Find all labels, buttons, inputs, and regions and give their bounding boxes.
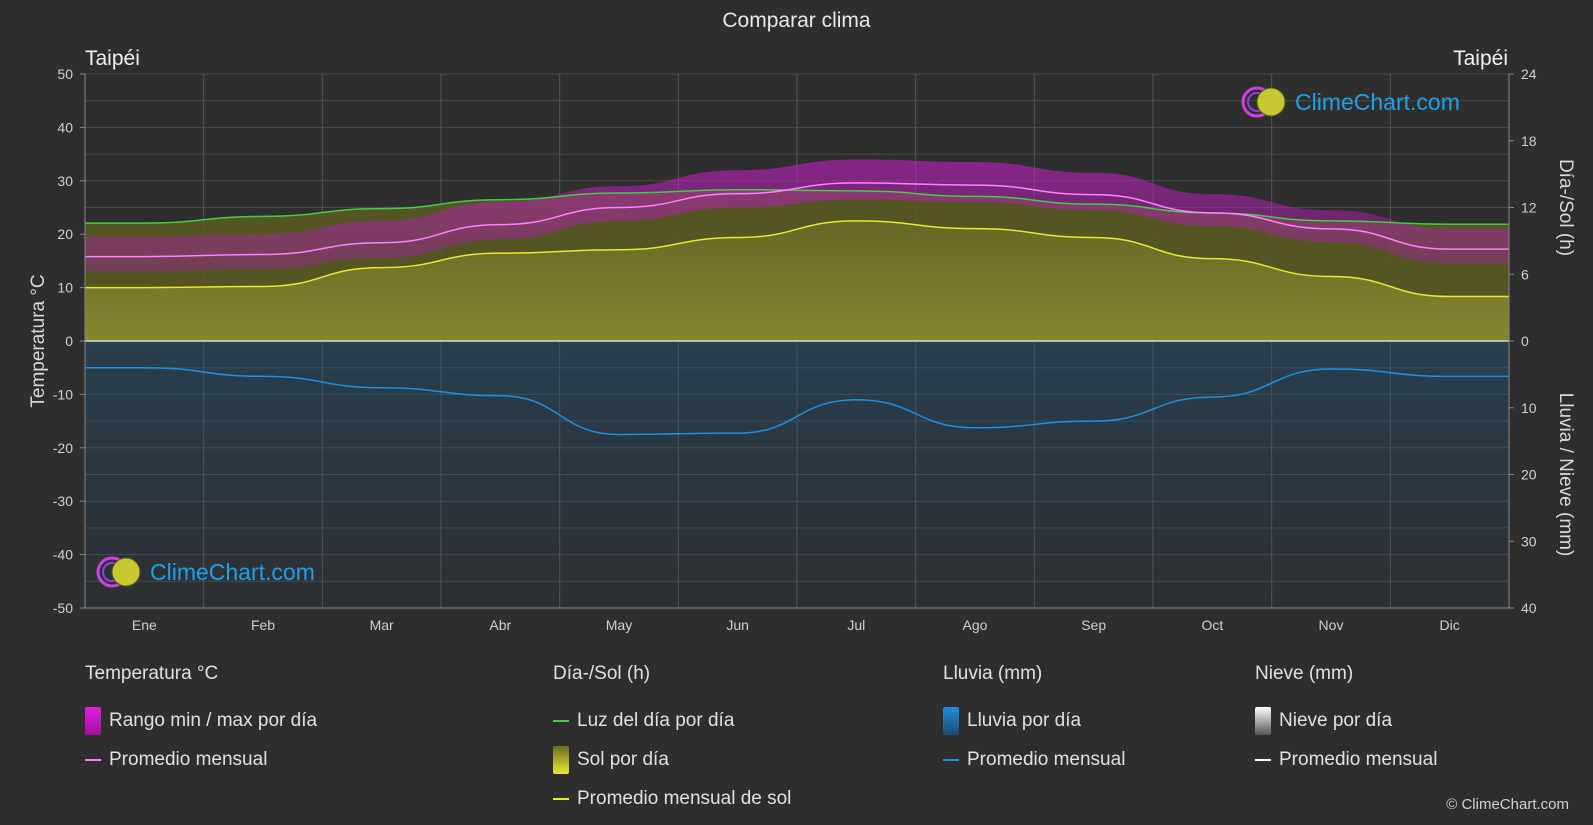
month-label: Sep — [1081, 617, 1106, 633]
daylight-line — [85, 188, 1509, 225]
tick-label-rain: 40 — [1521, 600, 1537, 616]
legend-item-daylight: Luz del día por día — [553, 701, 791, 740]
month-label: Feb — [251, 617, 275, 633]
rain-swatch — [943, 706, 959, 735]
legend-label: Promedio mensual — [967, 748, 1126, 770]
sun-avg-line — [85, 220, 1509, 298]
y-axis-title-right-bottom: Lluvia / Nieve (mm) — [1555, 393, 1576, 557]
brand-text: ClimeChart.com — [1295, 88, 1460, 115]
legend-item-rain: Lluvia por día — [943, 701, 1125, 740]
sunshine-area — [85, 220, 1509, 341]
temp-avg-line — [85, 182, 1509, 258]
rain-avg-swatch — [943, 758, 959, 761]
legend-label: Rango min / max por día — [109, 709, 318, 731]
climechart-logo-icon — [1241, 86, 1286, 118]
tick-label-hours: 24 — [1521, 66, 1537, 82]
sun-swatch — [553, 745, 569, 774]
tick-label-temp: -20 — [53, 440, 73, 456]
legend-item-temp-range: Rango min / max por día — [85, 701, 317, 740]
sun-avg-swatch — [553, 797, 569, 800]
tick-label-temp: 30 — [57, 173, 73, 189]
month-label: Oct — [1201, 617, 1223, 633]
legend-rain-heading: Lluvia (mm) — [943, 663, 1043, 684]
month-label: May — [606, 617, 632, 633]
climechart-logo-icon — [96, 556, 141, 588]
legend-item-rain-avg: Promedio mensual — [943, 740, 1125, 779]
tick-label-rain: 20 — [1521, 467, 1537, 483]
legend-daysun-heading: Día-/Sol (h) — [553, 663, 651, 684]
legend-label: Luz del día por día — [577, 709, 735, 731]
brand-text: ClimeChart.com — [150, 558, 315, 585]
legend-item-snow-avg: Promedio mensual — [1255, 740, 1437, 779]
city-left-label: Taipéi — [85, 47, 140, 70]
legend-snow-heading: Nieve (mm) — [1255, 663, 1354, 684]
temperature-range-band — [85, 159, 1509, 272]
brand-logo-top[interactable]: ClimeChart.com — [1239, 84, 1460, 120]
legend-item-sun-avg: Promedio mensual de sol — [553, 779, 791, 818]
tick-label-temp: -40 — [53, 547, 73, 563]
brand-logo-bottom[interactable]: ClimeChart.com — [94, 554, 315, 590]
tick-label-temp: 40 — [57, 119, 73, 135]
legend-label: Nieve por día — [1279, 709, 1393, 731]
month-label: Jun — [726, 617, 749, 633]
legend-label: Promedio mensual — [1279, 748, 1438, 770]
month-label: Dic — [1440, 617, 1460, 633]
tick-label-rain: 30 — [1521, 533, 1537, 549]
month-label: Ago — [963, 617, 988, 633]
tick-label-rain: 10 — [1521, 400, 1537, 416]
legend-item-sun: Sol por día — [553, 740, 791, 779]
snow-swatch — [1255, 706, 1271, 735]
daylight-swatch — [553, 719, 569, 722]
temp-range-swatch — [85, 706, 101, 735]
temp-avg-swatch — [85, 758, 101, 761]
legend-rain: Lluvia (mm) Lluvia por día Promedio mens… — [943, 663, 1125, 779]
data-area — [85, 159, 1509, 608]
tick-label-hours: 18 — [1521, 133, 1537, 149]
legend-item-temp-avg: Promedio mensual — [85, 740, 317, 779]
tick-label-temp: -50 — [53, 600, 73, 616]
legend-label: Promedio mensual de sol — [577, 787, 792, 809]
legend-temperature-heading: Temperatura °C — [85, 663, 219, 684]
y-axis-title-left: Temperatura °C — [28, 274, 49, 407]
tick-label-temp: 0 — [65, 333, 73, 349]
legend-temperature: Temperatura °C Rango min / max por día P… — [85, 663, 317, 779]
rain-area — [85, 341, 1509, 608]
tick-label-temp: 20 — [57, 226, 73, 242]
month-label: Jul — [847, 617, 865, 633]
tick-label-hours: 6 — [1521, 266, 1529, 282]
tick-label-hours: 0 — [1521, 333, 1529, 349]
tick-label-temp: -30 — [53, 493, 73, 509]
legend-daysun: Día-/Sol (h) Luz del día por día Sol por… — [553, 663, 791, 818]
legend-snow: Nieve (mm) Nieve por día Promedio mensua… — [1255, 663, 1437, 779]
legend-label: Lluvia por día — [967, 709, 1082, 731]
y-axis-title-right-top: Día-/Sol (h) — [1555, 159, 1576, 256]
month-label: Abr — [489, 617, 511, 633]
tick-label-temp: -10 — [53, 386, 73, 402]
legend-item-snow: Nieve por día — [1255, 701, 1437, 740]
tick-label-hours: 12 — [1521, 200, 1537, 216]
legend-label: Sol por día — [577, 748, 669, 770]
copyright: © ClimeChart.com — [1446, 796, 1569, 813]
chart-title: Comparar clima — [722, 9, 871, 32]
snow-avg-swatch — [1255, 758, 1271, 761]
city-right-label: Taipéi — [1453, 47, 1508, 70]
axes: 50 40 30 20 10 0 -10 -20 -30 -40 -50 24 18 12 6 0 10 20 30… — [28, 66, 1576, 633]
rain-avg-line — [85, 366, 1509, 436]
tick-label-temp: 10 — [57, 280, 73, 296]
legend-label: Promedio mensual — [109, 748, 268, 770]
month-label: Nov — [1319, 617, 1344, 633]
tick-label-temp: 50 — [57, 66, 73, 82]
month-label: Ene — [132, 617, 157, 633]
month-label: Mar — [370, 617, 394, 633]
